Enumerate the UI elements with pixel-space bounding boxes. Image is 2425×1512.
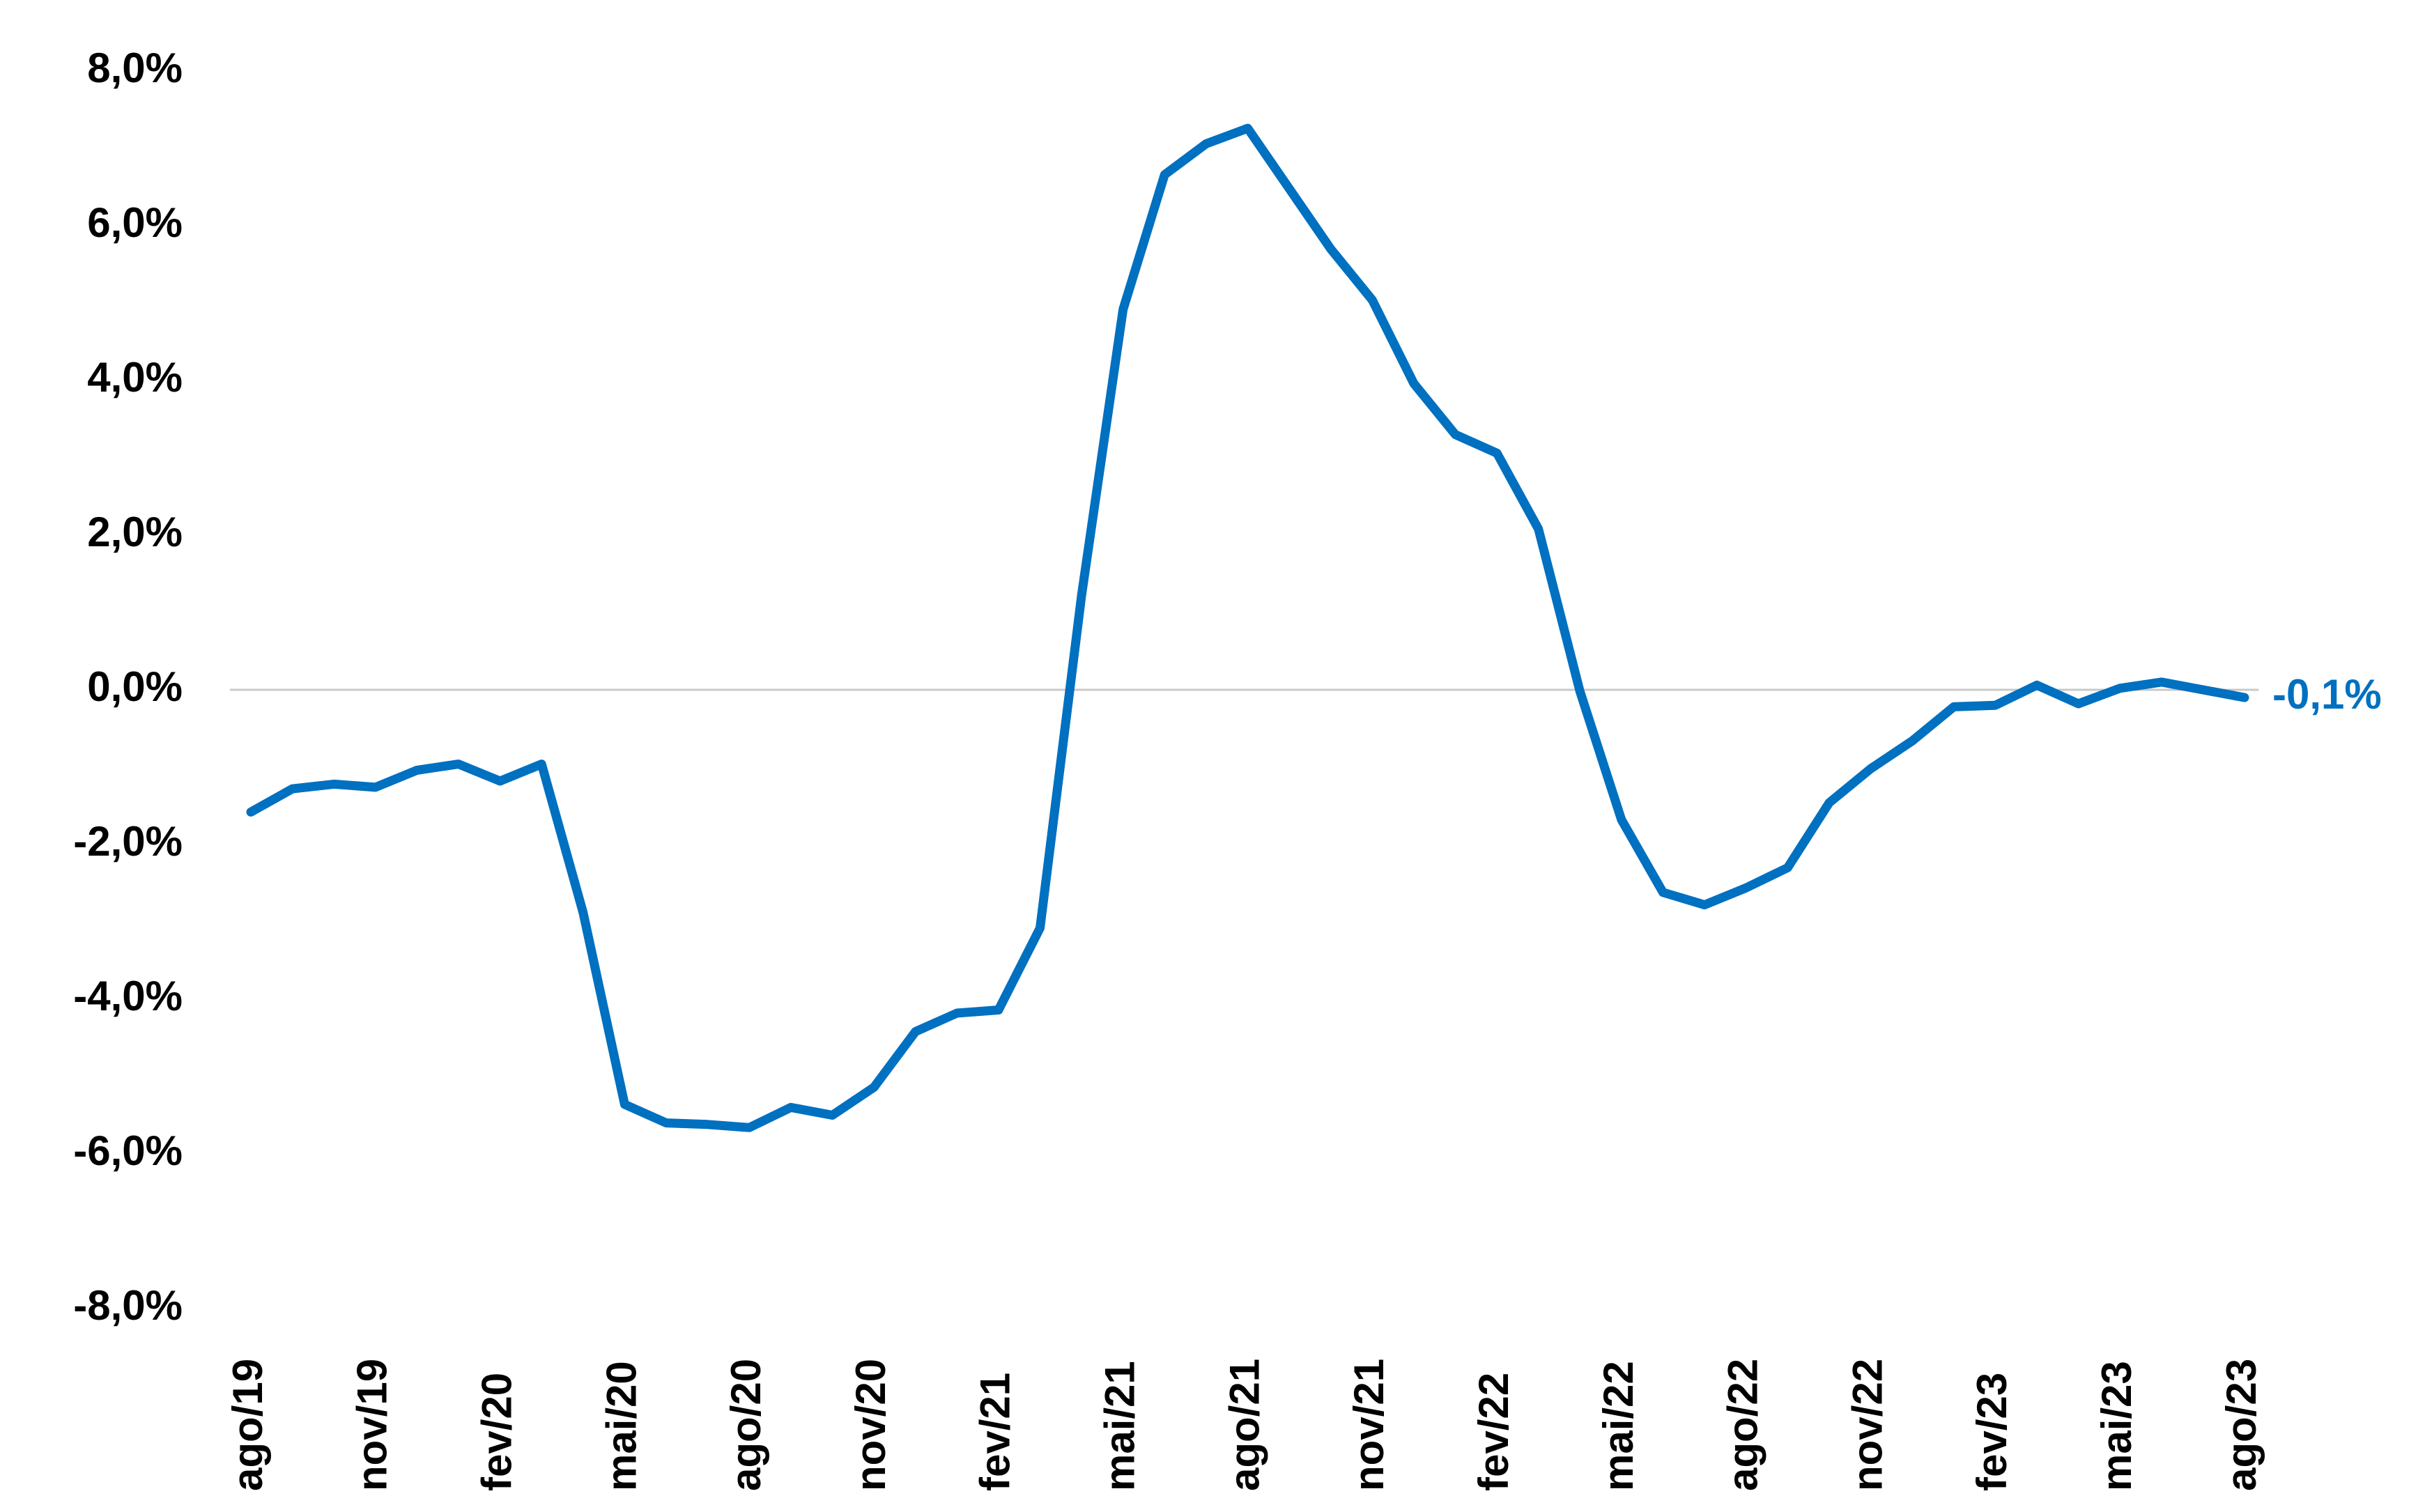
x-tick-label: mai/23: [2093, 1361, 2140, 1491]
x-tick-label: nov/22: [1844, 1359, 1891, 1491]
y-tick-label: 4,0%: [87, 354, 183, 401]
x-tick-label: ago/20: [723, 1359, 769, 1491]
x-tick-label: nov/20: [847, 1359, 894, 1491]
y-tick-label: 8,0%: [87, 45, 183, 91]
y-tick-label: 0,0%: [87, 663, 183, 710]
x-tick-label: fev/20: [473, 1373, 520, 1491]
x-tick-label: ago/22: [1720, 1359, 1766, 1491]
x-tick-label: mai/22: [1595, 1361, 1642, 1491]
line: [246, 123, 2249, 1132]
x-tick-label: nov/19: [349, 1359, 396, 1491]
x-tick-label: ago/21: [1221, 1359, 1268, 1491]
value-label: -0,1%: [2272, 671, 2382, 718]
x-tick-label: ago/23: [2218, 1359, 2265, 1491]
x-tick-label: fev/23: [1969, 1373, 2015, 1491]
y-tick-label: -2,0%: [73, 818, 183, 865]
x-tick-label: mai/21: [1097, 1361, 1144, 1491]
x-tick-label: fev/21: [972, 1373, 1019, 1491]
y-tick-label: -6,0%: [73, 1127, 183, 1174]
x-tick-label: ago/19: [224, 1359, 271, 1491]
x-tick-label: mai/20: [598, 1361, 645, 1491]
x-tick-label: fev/22: [1470, 1373, 1517, 1491]
y-tick-label: 2,0%: [87, 509, 183, 555]
y-tick-label: -8,0%: [73, 1282, 183, 1329]
y-tick-label: -4,0%: [73, 973, 183, 1019]
y-tick-label: 6,0%: [87, 199, 183, 246]
x-tick-label: nov/21: [1346, 1359, 1392, 1491]
